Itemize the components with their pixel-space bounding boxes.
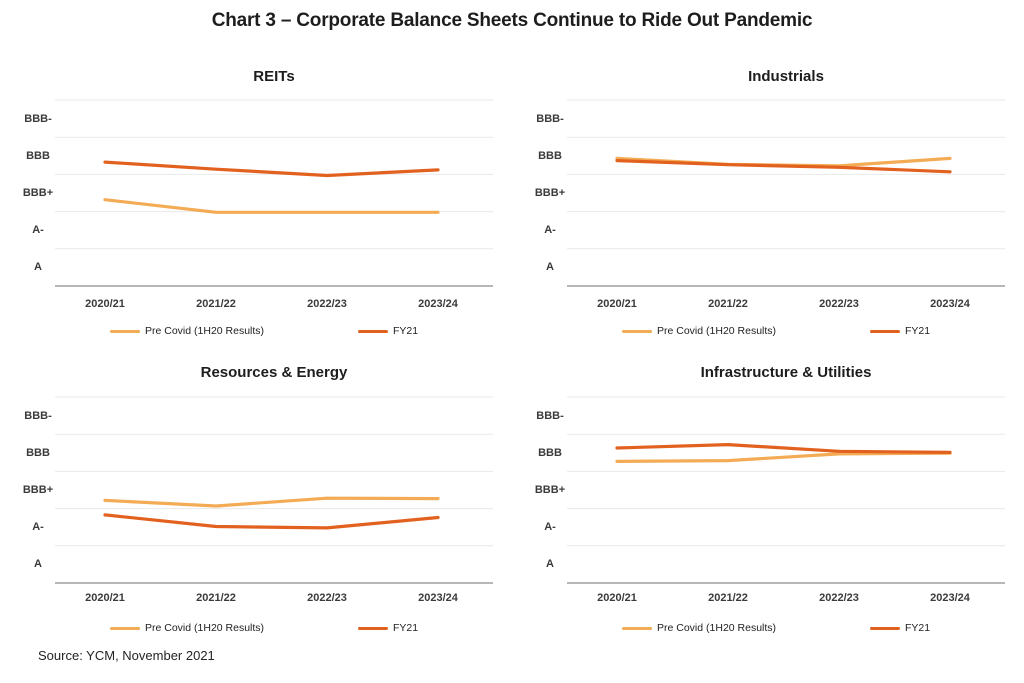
y-axis-label: BBB+	[534, 187, 566, 199]
source-note: Source: YCM, November 2021	[38, 648, 215, 663]
chart-title: Infrastructure & Utilities	[700, 364, 872, 381]
y-axis-label: BBB	[26, 150, 50, 162]
y-axis-label: BBB-	[24, 113, 52, 125]
y-axis-label: BBB+	[22, 484, 54, 496]
legend-item-pre-covid: Pre Covid (1H20 Results)	[622, 323, 776, 339]
legend-label: Pre Covid (1H20 Results)	[657, 325, 777, 337]
legend-line-marker	[358, 626, 388, 630]
x-axis-label: 2023/24	[930, 592, 970, 604]
plot-area	[55, 99, 493, 287]
legend-item-pre-covid: Pre Covid (1H20 Results)	[110, 620, 264, 636]
x-axis-label: 2021/22	[196, 298, 236, 310]
legend-item-fy21: FY21	[870, 323, 930, 339]
legend-line-marker	[622, 626, 652, 630]
y-axis-label: BBB-	[536, 410, 564, 422]
x-axis-label: 2022/23	[307, 298, 347, 310]
legend-line-marker	[622, 329, 652, 333]
legend-line-marker	[110, 329, 140, 333]
y-axis-label: A-	[32, 521, 44, 533]
y-axis-label: BBB-	[24, 410, 52, 422]
page-title: Chart 3 – Corporate Balance Sheets Conti…	[211, 10, 813, 31]
y-axis-label: A-	[544, 224, 556, 236]
plot-area	[567, 396, 1005, 584]
legend-line-marker	[358, 329, 388, 333]
chart-panel-resources-energy: Resources & Energy BBB- BBB BBB+ A- A 20…	[0, 350, 512, 650]
y-axis-label: A	[546, 261, 554, 273]
chart-panel-industrials: Industrials BBB- BBB BBB+ A- A 2020/21 2…	[512, 58, 1024, 358]
legend-item-fy21: FY21	[870, 620, 930, 636]
x-axis-label: 2020/21	[597, 298, 637, 310]
plot-area	[55, 396, 493, 584]
y-axis-label: A	[34, 558, 42, 570]
y-axis-label: A	[34, 261, 42, 273]
legend-item-fy21: FY21	[358, 620, 418, 636]
chart-title: Industrials	[748, 68, 824, 85]
legend-label: FY21	[393, 325, 419, 337]
y-axis-label: BBB	[538, 150, 562, 162]
x-axis-label: 2020/21	[85, 592, 125, 604]
y-axis-label: A-	[32, 224, 44, 236]
y-axis-label: A-	[544, 521, 556, 533]
legend-label: Pre Covid (1H20 Results)	[145, 622, 265, 634]
y-axis-label: BBB	[26, 447, 50, 459]
legend: Pre Covid (1H20 Results) FY21	[0, 323, 512, 339]
x-axis-label: 2020/21	[597, 592, 637, 604]
legend-line-marker	[870, 626, 900, 630]
legend-item-pre-covid: Pre Covid (1H20 Results)	[110, 323, 264, 339]
chart-panel-infrastructure-utilities: Infrastructure & Utilities BBB- BBB BBB+…	[512, 350, 1024, 650]
x-axis-label: 2020/21	[85, 298, 125, 310]
legend-item-pre-covid: Pre Covid (1H20 Results)	[622, 620, 776, 636]
x-axis-label: 2023/24	[418, 298, 458, 310]
legend: Pre Covid (1H20 Results) FY21	[0, 620, 512, 636]
chart-panel-reits: REITs BBB- BBB BBB+ A- A 2020/21 2021/22…	[0, 58, 512, 358]
legend-line-marker	[110, 626, 140, 630]
chart-title: Resources & Energy	[200, 364, 348, 381]
x-axis-label: 2021/22	[708, 298, 748, 310]
legend-label: FY21	[905, 622, 931, 634]
x-axis-label: 2022/23	[819, 592, 859, 604]
legend-item-fy21: FY21	[358, 323, 418, 339]
legend: Pre Covid (1H20 Results) FY21	[512, 323, 1024, 339]
x-axis-label: 2023/24	[418, 592, 458, 604]
plot-area	[567, 99, 1005, 287]
legend-label: Pre Covid (1H20 Results)	[145, 325, 265, 337]
x-axis-label: 2022/23	[307, 592, 347, 604]
legend-label: FY21	[393, 622, 419, 634]
x-axis-label: 2023/24	[930, 298, 970, 310]
legend: Pre Covid (1H20 Results) FY21	[512, 620, 1024, 636]
y-axis-label: BBB-	[536, 113, 564, 125]
x-axis-label: 2021/22	[708, 592, 748, 604]
chart-title: REITs	[253, 68, 295, 85]
legend-label: Pre Covid (1H20 Results)	[657, 622, 777, 634]
y-axis-label: A	[546, 558, 554, 570]
legend-line-marker	[870, 329, 900, 333]
y-axis-label: BBB+	[534, 484, 566, 496]
y-axis-label: BBB	[538, 447, 562, 459]
x-axis-label: 2021/22	[196, 592, 236, 604]
legend-label: FY21	[905, 325, 931, 337]
y-axis-label: BBB+	[22, 187, 54, 199]
x-axis-label: 2022/23	[819, 298, 859, 310]
